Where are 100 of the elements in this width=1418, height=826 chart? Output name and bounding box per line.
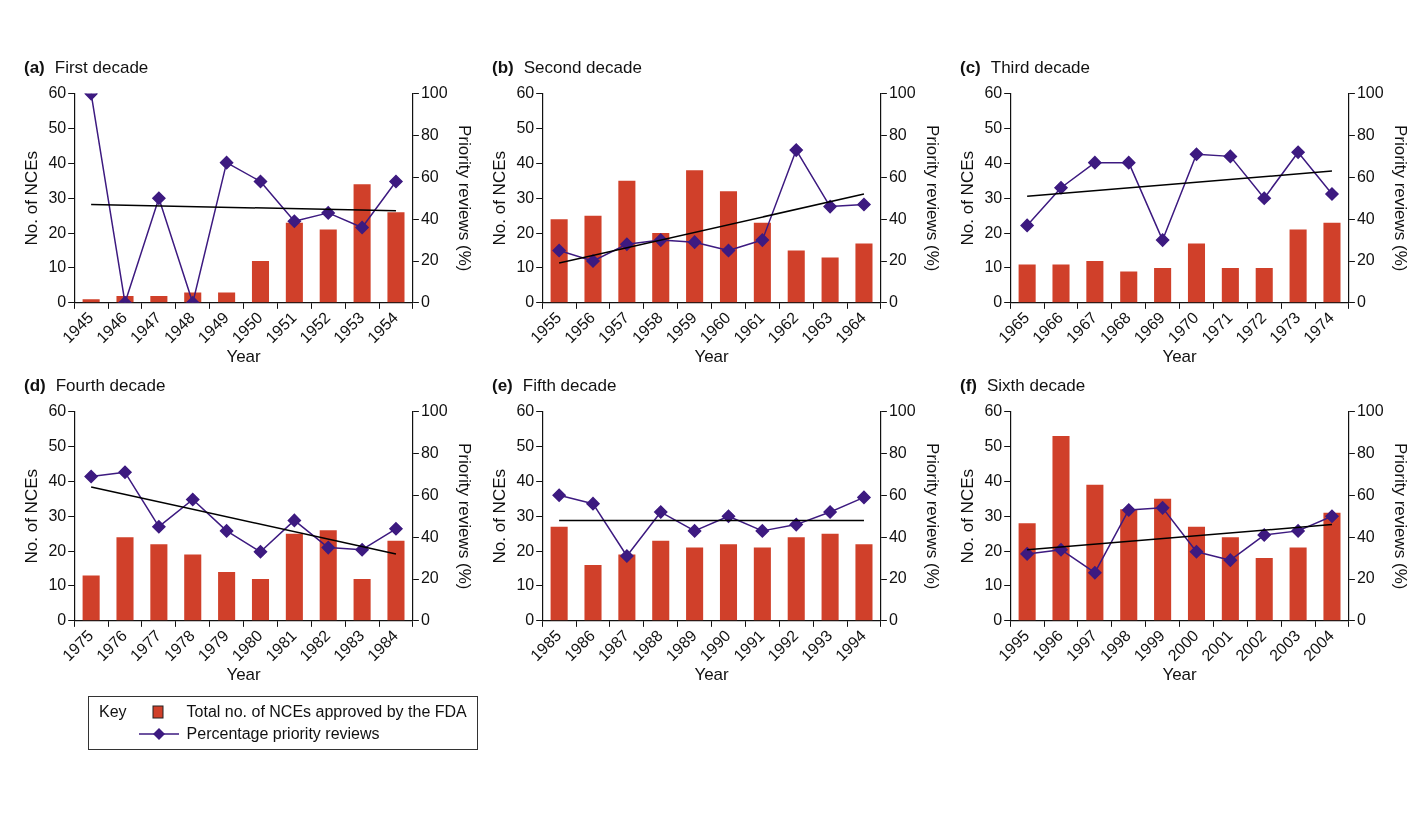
y-tick-label: 60 — [984, 402, 1003, 420]
bar — [618, 180, 636, 303]
chart-title: (e) Fifth decade — [492, 376, 617, 395]
bar — [218, 292, 236, 303]
point — [1020, 547, 1034, 561]
x-axis-title: Year — [226, 347, 262, 367]
point — [1088, 565, 1102, 580]
bar — [116, 537, 134, 621]
bar — [855, 544, 873, 621]
y-tick-label: 50 — [516, 436, 535, 454]
bar — [652, 540, 670, 621]
point — [552, 488, 566, 503]
y-tick-label: 50 — [516, 118, 535, 136]
point — [857, 490, 871, 505]
y-tick-label: 60 — [48, 402, 67, 420]
bar — [150, 544, 168, 621]
bar — [251, 579, 270, 621]
point — [552, 243, 566, 258]
y2-tick-label: 100 — [1356, 84, 1384, 102]
bar — [1323, 512, 1341, 621]
y2-tick-label: 100 — [888, 402, 916, 420]
bar — [353, 184, 371, 303]
y2-tick-label: 80 — [420, 125, 439, 143]
point — [789, 143, 803, 157]
y-tick-label: 0 — [993, 611, 1003, 629]
y-tick-label: 40 — [984, 153, 1003, 171]
y-tick-label: 60 — [984, 84, 1003, 102]
y-tick-label: 20 — [984, 541, 1003, 559]
y2-axis-title: Priority reviews (%) — [923, 125, 943, 272]
y-tick-label: 0 — [525, 293, 535, 311]
point — [219, 524, 234, 538]
point — [1257, 191, 1271, 205]
bar — [584, 565, 602, 621]
point — [253, 174, 268, 189]
y2-tick-label: 20 — [420, 569, 439, 587]
point — [389, 174, 403, 189]
bar — [753, 547, 771, 621]
bar — [1018, 264, 1036, 303]
y2-tick-label: 60 — [1356, 167, 1375, 185]
bar — [1255, 558, 1273, 621]
bar — [1323, 222, 1341, 303]
y2-tick-label: 80 — [1356, 125, 1375, 143]
bar — [1187, 526, 1206, 621]
y2-tick-label: 100 — [888, 84, 916, 102]
bar — [1052, 264, 1070, 303]
point — [389, 522, 403, 536]
y-tick-label: 50 — [48, 436, 67, 454]
y-tick-label: 40 — [516, 153, 535, 171]
point — [823, 199, 837, 214]
bar — [652, 233, 670, 303]
point — [586, 496, 600, 511]
x-axis-title: Year — [1162, 665, 1198, 685]
bar — [1086, 484, 1104, 621]
point — [186, 492, 200, 507]
y2-tick-label: 60 — [420, 167, 439, 185]
bar — [1086, 261, 1104, 303]
y-tick-label: 60 — [516, 402, 535, 420]
chart-title: (b) Second decade — [492, 58, 642, 77]
point — [721, 243, 736, 258]
bar — [319, 530, 337, 621]
bar — [719, 191, 738, 303]
point — [118, 465, 132, 480]
bar — [387, 212, 405, 303]
point — [1155, 501, 1170, 515]
bar — [550, 219, 568, 303]
bar — [1120, 271, 1138, 303]
y-tick-label: 10 — [984, 258, 1003, 276]
point — [1223, 149, 1238, 164]
point — [1155, 233, 1170, 247]
point — [1020, 218, 1034, 233]
bar — [550, 526, 568, 621]
bar — [1052, 436, 1070, 621]
bar — [1221, 537, 1239, 621]
bar — [285, 222, 303, 303]
point — [755, 233, 770, 247]
y2-tick-label: 40 — [420, 527, 439, 545]
y2-axis-title: Priority reviews (%) — [1391, 443, 1411, 590]
y2-tick-label: 0 — [888, 611, 898, 629]
y2-tick-label: 20 — [1356, 569, 1375, 587]
y2-axis-title: Priority reviews (%) — [1391, 125, 1411, 272]
point — [1291, 145, 1305, 159]
y-axis-title: No. of NCEs — [957, 150, 977, 246]
point — [654, 505, 668, 519]
point — [1325, 187, 1339, 201]
y-tick-label: 10 — [984, 576, 1003, 594]
y-axis-title: No. of NCEs — [489, 150, 509, 246]
point — [1121, 155, 1136, 170]
y2-axis-title: Priority reviews (%) — [923, 443, 943, 590]
y-tick-label: 60 — [516, 84, 535, 102]
y2-tick-label: 0 — [888, 293, 898, 311]
x-axis-title: Year — [694, 347, 730, 367]
bar — [787, 250, 805, 303]
y-axis-title: No. of NCEs — [489, 468, 509, 564]
y-tick-label: 30 — [48, 188, 67, 206]
point — [84, 469, 98, 484]
point — [321, 540, 335, 555]
chart-title: (a) First decade — [24, 58, 149, 77]
y-tick-label: 20 — [516, 541, 535, 559]
y-tick-label: 40 — [984, 471, 1003, 489]
bar — [1187, 243, 1206, 303]
